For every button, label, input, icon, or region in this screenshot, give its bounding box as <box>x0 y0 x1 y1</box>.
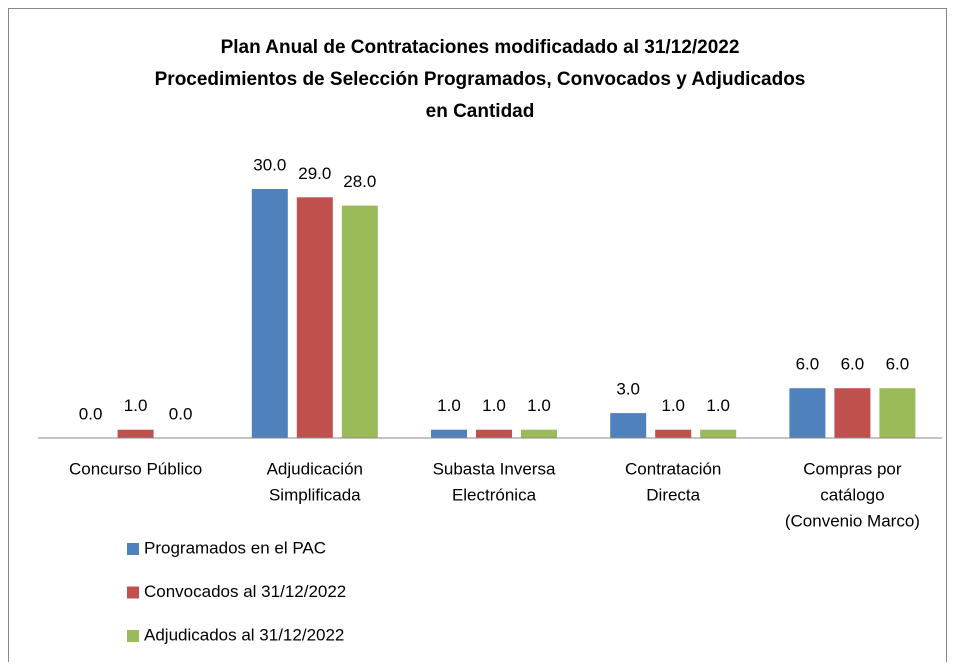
legend-swatch <box>127 630 139 642</box>
legend-swatch <box>127 586 139 599</box>
x-tick-label: (Convenio Marco) <box>785 511 920 530</box>
bar <box>341 205 378 438</box>
chart-title: Plan Anual de Contrataciones modificadad… <box>221 37 740 58</box>
data-label: 6.0 <box>796 355 820 374</box>
bar <box>521 429 557 438</box>
legend-label: Adjudicados al 31/12/2022 <box>144 625 344 644</box>
chart-title: Procedimientos de Selección Programados,… <box>155 69 806 90</box>
x-tick-label: Adjudicación <box>267 459 363 478</box>
x-tick-label: Concurso Público <box>69 459 202 478</box>
bar <box>834 388 871 438</box>
data-label: 3.0 <box>616 380 640 399</box>
bar <box>879 388 916 438</box>
bar <box>431 429 467 438</box>
legend-swatch <box>127 543 139 555</box>
data-label: 1.0 <box>527 396 551 415</box>
bar <box>476 429 512 438</box>
data-label: 1.0 <box>661 396 685 415</box>
bar <box>117 429 154 438</box>
x-tick-label: Directa <box>646 485 700 504</box>
data-label: 29.0 <box>298 164 331 183</box>
data-label: 1.0 <box>124 396 148 415</box>
data-label: 28.0 <box>343 172 376 191</box>
x-tick-label: Electrónica <box>452 485 537 504</box>
chart-title: en Cantidad <box>426 101 535 122</box>
data-label: 6.0 <box>841 355 865 374</box>
x-tick-label: Subasta Inversa <box>433 459 556 478</box>
data-label: 30.0 <box>253 155 286 174</box>
bar <box>789 388 826 438</box>
data-label: 0.0 <box>79 404 103 423</box>
x-tick-label: Compras por <box>803 459 902 478</box>
data-label: 0.0 <box>169 404 193 423</box>
x-tick-label: Contratación <box>625 459 721 478</box>
data-label: 1.0 <box>706 396 730 415</box>
x-tick-label: catálogo <box>820 485 884 504</box>
bar <box>296 197 333 438</box>
data-label: 1.0 <box>437 396 461 415</box>
chart-frame <box>8 8 947 667</box>
bar <box>700 429 737 438</box>
legend-label: Programados en el PAC <box>144 538 326 557</box>
data-label: 6.0 <box>886 355 910 374</box>
bar <box>655 429 692 438</box>
bar <box>251 189 288 438</box>
x-tick-label: Simplificada <box>269 485 361 504</box>
data-label: 1.0 <box>482 396 506 415</box>
bar <box>610 413 647 438</box>
legend-label: Convocados al 31/12/2022 <box>144 582 346 601</box>
